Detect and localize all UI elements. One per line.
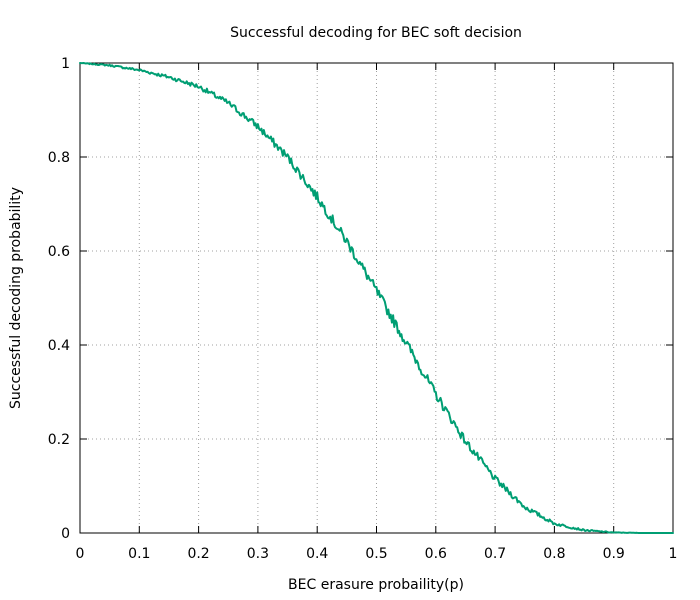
x-tick-label: 0.4 [306,546,328,562]
x-tick-label: 0.7 [484,546,506,562]
x-tick-label: 0.5 [365,546,387,562]
series-line-successful-decoding [79,62,674,534]
x-tick-label: 0.6 [425,546,447,562]
x-tick-label: 0 [76,546,85,562]
x-axis-label: BEC erasure probaility(p) [288,577,464,593]
x-tick-label: 0.8 [543,546,565,562]
x-tick-label: 1 [669,546,678,562]
y-tick-label: 0.2 [48,432,70,448]
chart-title: Successful decoding for BEC soft decisio… [230,25,522,41]
x-tick-label: 0.2 [187,546,209,562]
x-tick-label: 0.9 [603,546,625,562]
y-tick-label: 0.4 [48,338,70,354]
y-tick-label: 0.8 [48,150,70,166]
y-tick-label: 0 [61,526,70,542]
y-tick-label: 1 [61,56,70,72]
x-tick-labels: 0 0.1 0.2 0.3 0.4 0.5 0.6 0.7 0.8 0.9 1 [76,546,678,562]
grid-lines [80,63,673,533]
y-tick-label: 0.6 [48,244,70,260]
y-axis-label: Successful decoding probability [8,187,24,409]
axis-ticks [79,62,674,534]
y-tick-labels: 0 0.2 0.4 0.6 0.8 1 [48,56,70,542]
x-tick-label: 0.1 [128,546,150,562]
x-tick-label: 0.3 [247,546,269,562]
